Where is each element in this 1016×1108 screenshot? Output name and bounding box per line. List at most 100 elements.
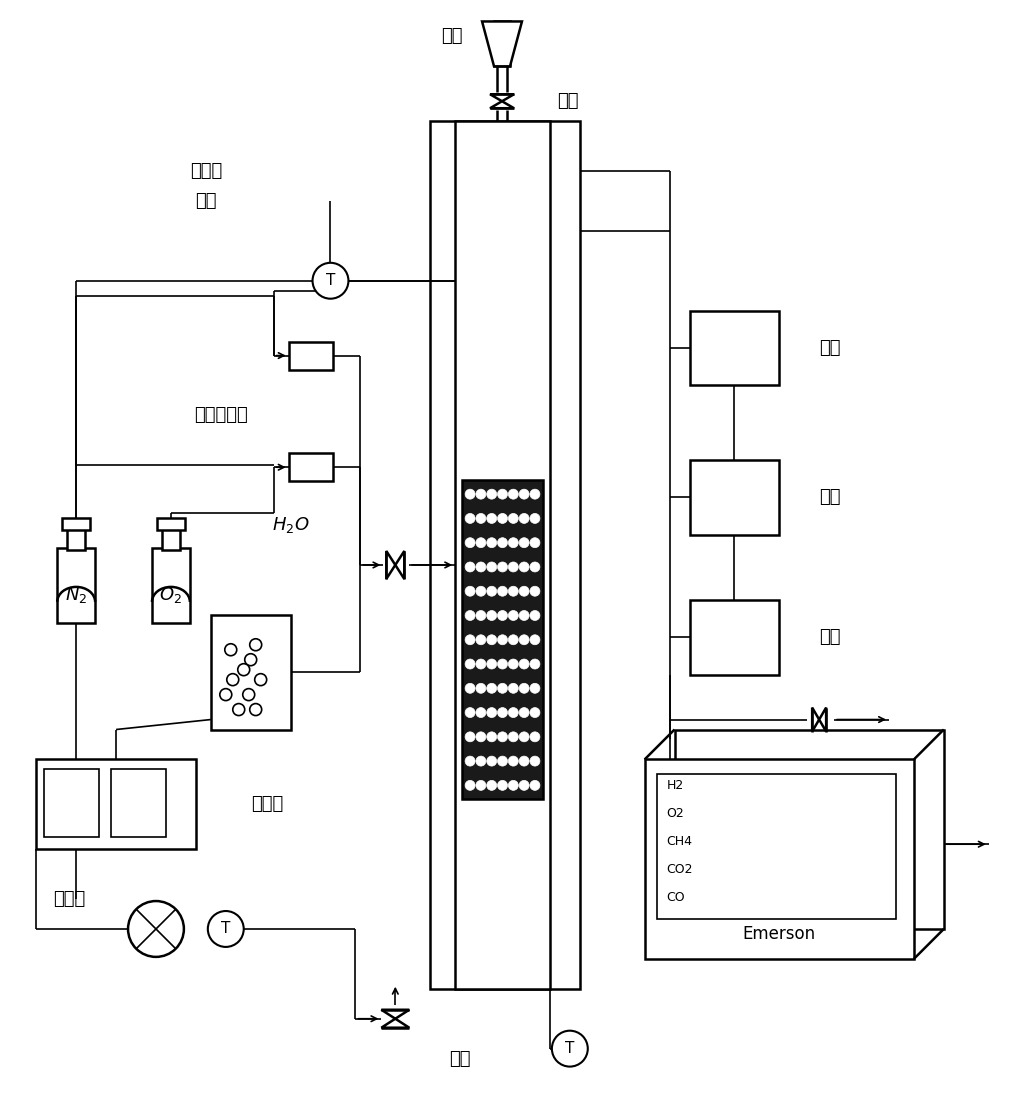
Circle shape (498, 635, 508, 645)
Bar (656, 774, 896, 919)
Circle shape (225, 644, 237, 656)
Text: 入口: 入口 (449, 1049, 470, 1068)
Circle shape (487, 611, 497, 620)
Circle shape (498, 611, 508, 620)
Text: 恒流泵: 恒流泵 (251, 796, 282, 813)
Circle shape (465, 562, 475, 572)
Text: T: T (326, 274, 335, 288)
Text: $H_2O$: $H_2O$ (272, 515, 309, 535)
Circle shape (519, 513, 529, 523)
Circle shape (519, 537, 529, 547)
Circle shape (487, 586, 497, 596)
Circle shape (519, 611, 529, 620)
Text: 冷却: 冷却 (819, 489, 840, 506)
Circle shape (508, 635, 518, 645)
Polygon shape (381, 1009, 409, 1018)
Bar (45, 769, 100, 838)
Circle shape (519, 708, 529, 718)
Polygon shape (490, 101, 514, 109)
Circle shape (465, 513, 475, 523)
Circle shape (530, 708, 539, 718)
Circle shape (487, 708, 497, 718)
Text: 质量流量计: 质量流量计 (194, 407, 248, 424)
Bar (455, 121, 550, 988)
Circle shape (508, 732, 518, 742)
Text: $N_2$: $N_2$ (65, 585, 87, 605)
Circle shape (530, 732, 539, 742)
Circle shape (487, 756, 497, 766)
Polygon shape (490, 94, 514, 101)
Circle shape (465, 635, 475, 645)
Circle shape (508, 659, 518, 669)
Circle shape (508, 513, 518, 523)
Polygon shape (819, 708, 826, 731)
Text: CO: CO (666, 891, 685, 903)
Circle shape (498, 684, 508, 694)
Bar (430, 121, 580, 988)
Circle shape (498, 586, 508, 596)
Circle shape (313, 263, 348, 299)
Circle shape (233, 704, 245, 716)
Bar (67, 529, 85, 550)
Bar (37, 759, 196, 849)
Text: 阀门: 阀门 (557, 92, 578, 110)
Text: 料仓: 料仓 (441, 28, 463, 45)
Circle shape (519, 659, 529, 669)
Text: O2: O2 (666, 807, 685, 820)
Circle shape (519, 732, 529, 742)
Circle shape (498, 537, 508, 547)
Circle shape (208, 911, 244, 947)
Circle shape (465, 780, 475, 790)
Circle shape (465, 586, 475, 596)
Circle shape (487, 537, 497, 547)
Circle shape (475, 756, 486, 766)
Circle shape (250, 704, 262, 716)
Circle shape (519, 684, 529, 694)
Circle shape (552, 1030, 588, 1067)
Text: Emerson: Emerson (743, 925, 816, 943)
Circle shape (475, 635, 486, 645)
Circle shape (530, 684, 539, 694)
Circle shape (245, 654, 257, 666)
Circle shape (508, 708, 518, 718)
Bar (57, 548, 96, 623)
Circle shape (508, 489, 518, 499)
Circle shape (530, 586, 539, 596)
Polygon shape (386, 551, 395, 579)
Text: 干燥: 干燥 (819, 628, 840, 646)
Polygon shape (482, 21, 522, 66)
Circle shape (227, 674, 239, 686)
Circle shape (519, 586, 529, 596)
Circle shape (465, 489, 475, 499)
Text: CH4: CH4 (666, 834, 693, 848)
Bar (644, 759, 913, 958)
Bar (289, 453, 333, 481)
Circle shape (475, 780, 486, 790)
Circle shape (487, 780, 497, 790)
Circle shape (530, 489, 539, 499)
Circle shape (498, 732, 508, 742)
Circle shape (475, 708, 486, 718)
Bar (111, 769, 166, 838)
Circle shape (475, 537, 486, 547)
Circle shape (475, 489, 486, 499)
Circle shape (465, 756, 475, 766)
Text: 过滤: 过滤 (819, 339, 840, 357)
Circle shape (498, 562, 508, 572)
Polygon shape (381, 1018, 409, 1028)
Bar (62, 519, 90, 530)
Circle shape (508, 684, 518, 694)
Text: 热电偶
温控: 热电偶 温控 (190, 163, 221, 209)
Text: $O_2$: $O_2$ (160, 585, 183, 605)
Circle shape (508, 756, 518, 766)
Circle shape (519, 562, 529, 572)
Text: 加热带: 加热带 (53, 890, 85, 909)
Circle shape (487, 732, 497, 742)
Bar (690, 460, 779, 535)
Circle shape (475, 562, 486, 572)
Circle shape (508, 537, 518, 547)
Polygon shape (812, 708, 819, 731)
Bar (690, 599, 779, 675)
Circle shape (465, 708, 475, 718)
Circle shape (519, 635, 529, 645)
